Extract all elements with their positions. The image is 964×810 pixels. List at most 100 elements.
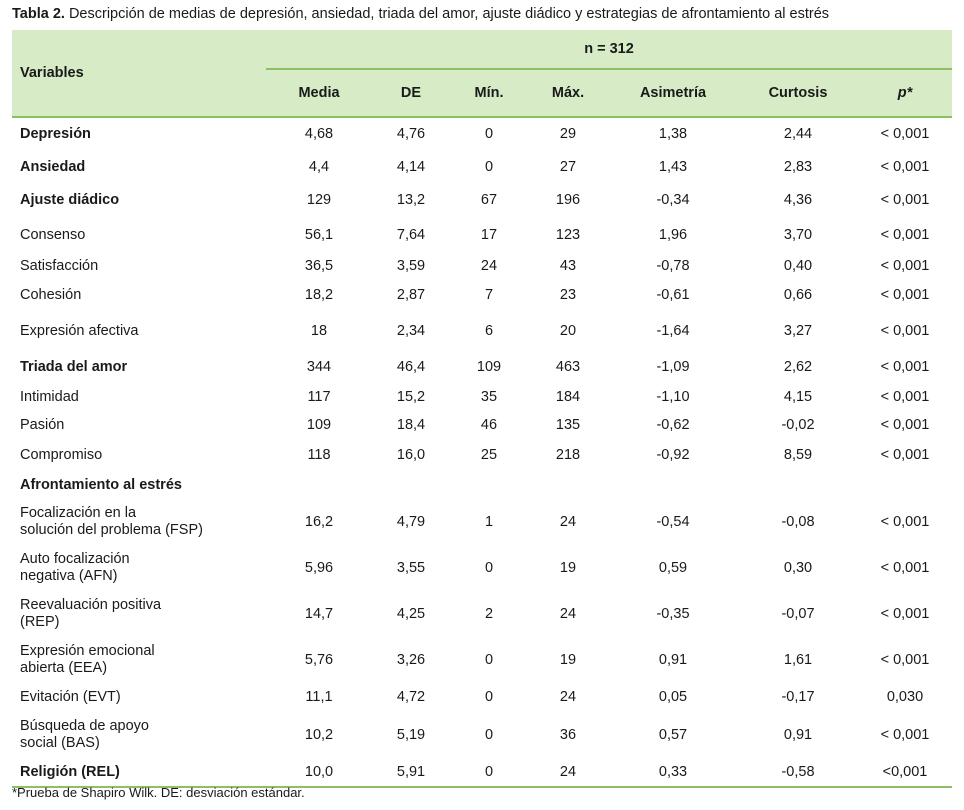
table-row: Satisfacción 36,5 3,59 24 43 -0,78 0,40 < 0,001 bbox=[12, 252, 952, 281]
cell-value: 4,36 bbox=[783, 192, 813, 208]
cell-value: 2,62 bbox=[783, 359, 813, 375]
cell-value: 0,33 bbox=[608, 758, 738, 788]
column-header: Curtosis bbox=[738, 69, 858, 118]
cell-value bbox=[738, 471, 858, 499]
cell-value: 4,72 bbox=[396, 689, 426, 705]
cell-value: < 0,001 bbox=[880, 226, 930, 243]
cell-value: 109 bbox=[306, 417, 332, 433]
variable-name: Focalización en la solución del problema… bbox=[20, 505, 203, 538]
table-row: Búsqueda de apoyo social (BAS) 10,2 5,19 0 3… bbox=[12, 712, 952, 758]
cell-value: 18 bbox=[310, 322, 328, 339]
cell-value: 18,2 bbox=[304, 287, 334, 303]
cell-value: 18,4 bbox=[396, 417, 426, 433]
cell-value: -0,17 bbox=[781, 689, 815, 705]
table-row: Ansiedad 4,4 4,14 0 27 1,43 2,83 < 0,001 bbox=[12, 151, 952, 183]
cell-value: 0 bbox=[484, 559, 494, 576]
variable-name: Evitación (EVT) bbox=[20, 689, 121, 705]
cell-value: 14,7 bbox=[304, 605, 334, 622]
cell-value: 56,1 bbox=[304, 226, 334, 243]
cell-value: -0,62 bbox=[656, 417, 690, 433]
cell-value: 67 bbox=[480, 192, 498, 208]
cell-value bbox=[372, 471, 450, 499]
variable-name: Cohesión bbox=[20, 287, 82, 303]
cell-value: 19 bbox=[559, 651, 577, 668]
variable-name: Ansiedad bbox=[20, 158, 86, 175]
cell-value: 24 bbox=[559, 513, 577, 530]
cell-value: <0,001 bbox=[858, 758, 952, 788]
column-header: Media bbox=[266, 69, 372, 118]
cell-value: -0,61 bbox=[656, 287, 690, 303]
cell-value: 3,55 bbox=[396, 559, 426, 576]
cell-value: 15,2 bbox=[396, 388, 426, 405]
cell-value: < 0,001 bbox=[880, 192, 930, 208]
cell-value: 0,59 bbox=[658, 559, 688, 576]
cell-value: 46,4 bbox=[396, 359, 426, 375]
descriptive-stats-table: Variables n = 312 Media DE Mín. Máx. Asi… bbox=[12, 30, 952, 788]
table-caption: Tabla 2. Descripción de medias de depres… bbox=[12, 6, 957, 22]
cell-value: 36,5 bbox=[304, 258, 334, 274]
variable-name: Reevaluación positiva (REP) bbox=[20, 597, 162, 630]
cell-value: 135 bbox=[555, 417, 581, 433]
cell-value: 16,2 bbox=[304, 513, 334, 530]
cell-value: < 0,001 bbox=[880, 158, 930, 175]
table-row: Cohesión 18,2 2,87 7 23 -0,61 0,66 < 0,001 bbox=[12, 281, 952, 310]
cell-value: 17 bbox=[480, 226, 498, 243]
variable-name: Triada del amor bbox=[20, 359, 128, 375]
table-row: Expresión afectiva 18 2,34 6 20 -1,64 3,27 < 0,… bbox=[12, 310, 952, 352]
cell-value: -0,34 bbox=[656, 192, 690, 208]
cell-value: < 0,001 bbox=[880, 513, 930, 530]
column-header: Mín. bbox=[450, 69, 528, 118]
cell-value: 0,91 bbox=[783, 726, 813, 743]
cell-value: 11,1 bbox=[305, 689, 333, 705]
cell-value: 0 bbox=[484, 158, 494, 175]
cell-value: 4,68 bbox=[304, 126, 334, 142]
variable-name: Ajuste diádico bbox=[20, 192, 120, 208]
variable-name: Intimidad bbox=[20, 388, 79, 405]
cell-value: 2,34 bbox=[396, 322, 426, 339]
cell-value: 2 bbox=[484, 605, 494, 622]
cell-value: < 0,001 bbox=[880, 417, 930, 433]
cell-value: 24 bbox=[480, 258, 498, 274]
sample-size-header: n = 312 bbox=[266, 30, 952, 70]
cell-value: 0,30 bbox=[783, 559, 813, 576]
cell-value: 27 bbox=[559, 158, 577, 175]
cell-value: -0,02 bbox=[781, 417, 815, 433]
cell-value: 344 bbox=[306, 359, 332, 375]
column-header: Asimetría bbox=[608, 69, 738, 118]
table-row: Ajuste diádico 129 13,2 67 196 -0,34 4,36 < 0,0… bbox=[12, 183, 952, 218]
cell-value: 10,0 bbox=[266, 758, 372, 788]
cell-value: 29 bbox=[559, 126, 577, 142]
cell-value: -0,35 bbox=[656, 605, 690, 622]
cell-value: 4,4 bbox=[308, 158, 330, 175]
cell-value: 4,14 bbox=[396, 158, 426, 175]
cell-value: 25 bbox=[480, 447, 498, 463]
caption-text: Descripción de medias de depresión, ansi… bbox=[68, 6, 830, 22]
cell-value: 35 bbox=[480, 388, 498, 405]
column-header: p* bbox=[858, 69, 952, 118]
cell-value: < 0,001 bbox=[880, 559, 930, 576]
cell-value bbox=[528, 471, 608, 499]
cell-value: 109 bbox=[476, 359, 502, 375]
variable-name: Auto focalización negativa (AFN) bbox=[20, 551, 130, 584]
table-row: Triada del amor 344 46,4 109 463 -1,09 2,62 < 0… bbox=[12, 352, 952, 383]
table-row: Consenso 56,1 7,64 17 123 1,96 3,70 < 0,001 bbox=[12, 218, 952, 252]
cell-value: 0 bbox=[484, 726, 494, 743]
cell-value: 3,70 bbox=[783, 226, 813, 243]
cell-value: 463 bbox=[555, 359, 581, 375]
variables-header: Variables bbox=[12, 30, 266, 118]
cell-value: 3,26 bbox=[396, 651, 426, 668]
cell-value: 0 bbox=[484, 126, 494, 142]
cell-value: 0,05 bbox=[658, 689, 688, 705]
cell-value: 1 bbox=[484, 513, 494, 530]
cell-value: 7 bbox=[484, 287, 494, 303]
caption-label: Tabla 2. bbox=[12, 6, 65, 22]
variable-name: Afrontamiento al estrés bbox=[20, 476, 182, 493]
cell-value: 0,030 bbox=[886, 689, 924, 705]
cell-value: 8,59 bbox=[783, 447, 813, 463]
table-row: Afrontamiento al estrés bbox=[12, 471, 952, 499]
cell-value: 0 bbox=[450, 758, 528, 788]
table-row: Compromiso 118 16,0 25 218 -0,92 8,59 < 0,001 bbox=[12, 440, 952, 471]
variable-name: Expresión emocional abierta (EEA) bbox=[20, 643, 155, 676]
table-row: Reevaluación positiva (REP) 14,7 4,25 2 24 -0… bbox=[12, 591, 952, 637]
cell-value: < 0,001 bbox=[880, 388, 930, 405]
